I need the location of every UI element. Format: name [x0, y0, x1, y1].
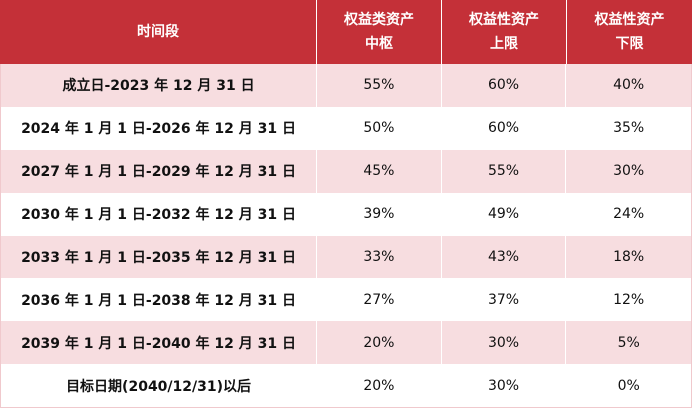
- row-center: 45%: [317, 149, 442, 193]
- header-equity-center-line2: 中枢: [365, 36, 393, 52]
- row-center: 20%: [317, 321, 442, 365]
- header-period-label: 时间段: [137, 24, 179, 40]
- table-row: 2033 年 1 月 1 日-2035 年 12 月 31 日 33% 43% …: [1, 235, 691, 279]
- table-header: 时间段 权益类资产 中枢 权益性资产 上限 权益性资产 下限: [0, 0, 692, 64]
- row-period: 2030 年 1 月 1 日-2032 年 12 月 31 日: [1, 192, 318, 236]
- header-equity-center: 权益类资产 中枢: [317, 0, 442, 64]
- row-center: 20%: [317, 364, 442, 407]
- header-equity-lower: 权益性资产 下限: [567, 0, 692, 64]
- row-lower: 5%: [617, 334, 640, 351]
- table-row: 2030 年 1 月 1 日-2032 年 12 月 31 日 39% 49% …: [1, 192, 691, 236]
- header-equity-center-line1: 权益类资产: [344, 12, 414, 28]
- row-center: 50%: [317, 106, 442, 150]
- row-center: 33%: [317, 235, 442, 279]
- table-row: 2024 年 1 月 1 日-2026 年 12 月 31 日 50% 60% …: [1, 106, 691, 150]
- row-lower: 35%: [613, 120, 645, 137]
- table-row: 2027 年 1 月 1 日-2029 年 12 月 31 日 45% 55% …: [1, 149, 691, 193]
- row-upper: 49%: [442, 192, 567, 236]
- table-row: 成立日-2023 年 12 月 31 日 55% 60% 40%: [1, 64, 691, 107]
- header-equity-upper: 权益性资产 上限: [442, 0, 567, 64]
- header-period: 时间段: [0, 0, 317, 64]
- header-equity-lower-line2: 下限: [615, 36, 644, 52]
- row-lower: 24%: [613, 206, 645, 223]
- row-upper: 30%: [442, 321, 567, 365]
- row-center: 39%: [317, 192, 442, 236]
- row-upper: 43%: [442, 235, 567, 279]
- row-upper: 60%: [442, 64, 567, 107]
- row-lower: 0%: [617, 377, 640, 394]
- row-lower: 12%: [613, 291, 645, 308]
- row-period: 2027 年 1 月 1 日-2029 年 12 月 31 日: [1, 149, 318, 193]
- table-body: 成立日-2023 年 12 月 31 日 55% 60% 40% 2024 年 …: [0, 64, 692, 408]
- row-period: 2033 年 1 月 1 日-2035 年 12 月 31 日: [1, 235, 318, 279]
- table-row: 2039 年 1 月 1 日-2040 年 12 月 31 日 20% 30% …: [1, 321, 691, 365]
- row-lower: 40%: [613, 77, 645, 94]
- row-period: 2024 年 1 月 1 日-2026 年 12 月 31 日: [1, 106, 318, 150]
- row-upper: 60%: [442, 106, 567, 150]
- row-upper: 30%: [442, 364, 567, 407]
- row-period: 2036 年 1 月 1 日-2038 年 12 月 31 日: [1, 278, 318, 322]
- header-equity-upper-line1: 权益性资产: [469, 12, 539, 28]
- row-upper: 37%: [442, 278, 567, 322]
- header-equity-upper-line2: 上限: [490, 36, 518, 52]
- header-equity-lower-line1: 权益性资产: [594, 12, 665, 28]
- row-upper: 55%: [442, 149, 567, 193]
- row-period: 2039 年 1 月 1 日-2040 年 12 月 31 日: [1, 321, 318, 365]
- row-lower: 18%: [613, 248, 645, 265]
- row-lower: 30%: [613, 163, 645, 180]
- row-center: 55%: [317, 64, 442, 107]
- row-period: 目标日期(2040/12/31)以后: [1, 364, 318, 407]
- table-row: 目标日期(2040/12/31)以后 20% 30% 0%: [1, 364, 691, 407]
- row-center: 27%: [317, 278, 442, 322]
- row-period: 成立日-2023 年 12 月 31 日: [1, 64, 318, 107]
- table-row: 2036 年 1 月 1 日-2038 年 12 月 31 日 27% 37% …: [1, 278, 691, 322]
